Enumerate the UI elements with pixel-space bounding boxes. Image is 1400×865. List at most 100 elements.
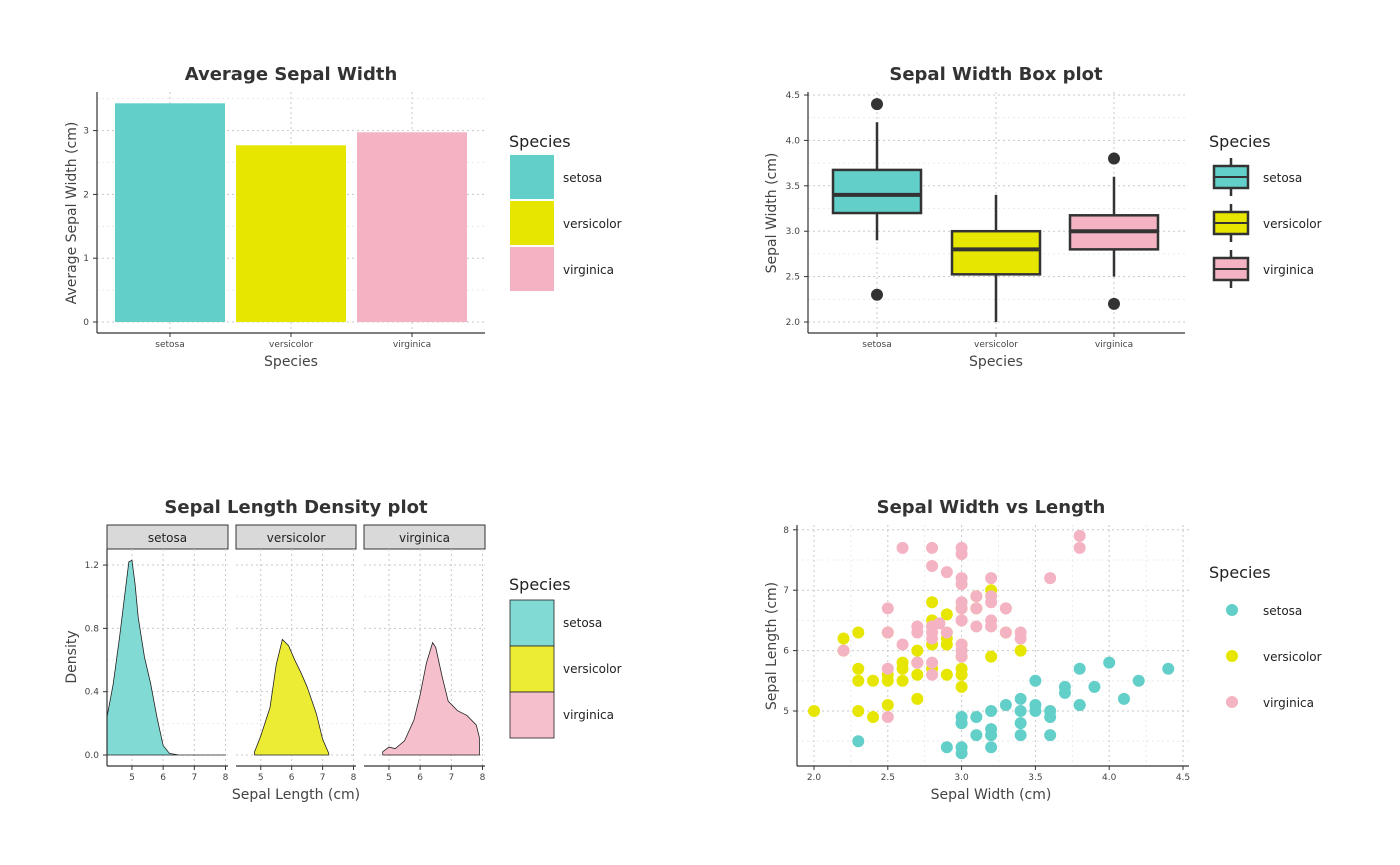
scatter-point-setosa	[1073, 698, 1086, 711]
scatter-point-virginica	[955, 602, 968, 615]
bar-panel: Average Sepal Width 0 1 2 3 setosa versicolor…	[64, 64, 622, 370]
scatter-point-setosa	[1117, 692, 1130, 705]
density-area-setosa	[106, 559, 226, 756]
scatter-point-versicolor	[896, 674, 909, 687]
density-strip-virginica	[363, 524, 486, 550]
box-legend-label-versicolor: versicolor	[1263, 217, 1322, 231]
scatter-point-setosa	[940, 741, 953, 754]
bar-x-tick-label: setosa	[155, 340, 184, 350]
scatter-point-versicolor	[881, 698, 894, 711]
density-x-tick-label: 6	[289, 773, 295, 783]
scatter-point-versicolor	[852, 674, 865, 687]
bar-legend-label-setosa: setosa	[563, 171, 602, 185]
box-y-tick-label: 3.5	[786, 182, 800, 192]
scatter-point-virginica	[970, 590, 983, 603]
scatter-point-versicolor	[1014, 644, 1027, 657]
density-y-tick-label: 0.8	[85, 624, 100, 634]
box-legend-label-virginica: virginica	[1263, 263, 1314, 277]
bar-y-tick-label: 0	[83, 318, 89, 328]
scatter-point-versicolor	[955, 680, 968, 693]
box-outlier-setosa	[871, 288, 883, 301]
scatter-y-tick-label: 6	[783, 647, 789, 657]
scatter-point-setosa	[1058, 686, 1071, 699]
scatter-legend-label-versicolor: versicolor	[1263, 650, 1322, 664]
scatter-point-setosa	[1162, 662, 1175, 675]
box-y-tick-label: 2.5	[786, 273, 800, 283]
scatter-point-versicolor	[867, 711, 880, 724]
scatter-y-tick-label: 5	[783, 707, 789, 717]
scatter-point-versicolor	[955, 662, 968, 675]
box-outlier-setosa	[871, 98, 883, 111]
bar-versicolor	[236, 145, 346, 322]
scatter-point-versicolor	[852, 626, 865, 639]
scatter-point-versicolor	[926, 596, 939, 609]
scatter-point-setosa	[970, 729, 983, 742]
density-x-tick-label: 8	[223, 773, 229, 783]
scatter-x-tick-label: 3.0	[954, 773, 969, 783]
bar-legend-key-versicolor	[510, 201, 554, 245]
density-x-tick-label: 6	[417, 773, 423, 783]
density-x-tick-label: 5	[129, 773, 135, 783]
scatter-point-virginica	[881, 626, 894, 639]
density-x-axis-title: Sepal Length (cm)	[232, 787, 360, 803]
scatter-point-versicolor	[940, 668, 953, 681]
density-x-tick-label: 8	[351, 773, 357, 783]
scatter-legend-label-virginica: virginica	[1263, 696, 1314, 710]
bar-legend-key-setosa	[510, 155, 554, 199]
density-x-tick-label: 8	[480, 773, 486, 783]
box-x-tick-label: versicolor	[974, 340, 1018, 350]
scatter-point-virginica	[1073, 541, 1086, 554]
box-marks	[831, 98, 1160, 322]
scatter-point-versicolor	[940, 608, 953, 621]
box-y-tick-label: 2.0	[786, 318, 801, 328]
bar-x-axis-title: Species	[264, 354, 318, 370]
box-legend: setosa versicolor virginica	[1212, 158, 1322, 288]
density-strip-label-versicolor: versicolor	[267, 531, 326, 545]
scatter-legend-key-setosa	[1226, 604, 1238, 616]
scatter-legend: setosa versicolor virginica	[1226, 604, 1322, 710]
scatter-point-setosa	[1073, 662, 1086, 675]
scatter-point-setosa	[1029, 674, 1042, 687]
scatter-point-virginica	[933, 617, 946, 630]
bar-y-axis-title: Average Sepal Width (cm)	[64, 122, 80, 305]
scatter-point-virginica	[940, 566, 953, 579]
density-strip-label-virginica: virginica	[399, 531, 450, 545]
scatter-point-virginica	[896, 638, 909, 651]
bar-legend-label-versicolor: versicolor	[563, 217, 622, 231]
scatter-legend-key-versicolor	[1226, 650, 1238, 662]
density-chart-title: Sepal Length Density plot	[164, 497, 428, 518]
box-outlier-virginica	[1108, 152, 1120, 165]
bar-y-tick-label: 1	[83, 254, 89, 264]
scatter-point-versicolor	[867, 674, 880, 687]
box-y-tick-label: 4.0	[786, 136, 801, 146]
scatter-point-virginica	[1073, 529, 1086, 542]
scatter-point-virginica	[896, 541, 909, 554]
box-legend-title: Species	[1209, 132, 1271, 151]
scatter-point-virginica	[970, 620, 983, 633]
box-y-tick-label: 3.0	[786, 227, 801, 237]
bar-legend-label-virginica: virginica	[563, 263, 614, 277]
density-legend-label-setosa: setosa	[563, 616, 602, 630]
scatter-marks	[808, 529, 1175, 760]
scatter-y-tick-label: 8	[783, 526, 789, 536]
bar-chart-title: Average Sepal Width	[185, 64, 398, 85]
scatter-point-virginica	[955, 650, 968, 663]
box-y-tick-label: 4.5	[786, 91, 800, 101]
scatter-x-tick-label: 2.0	[807, 773, 822, 783]
density-strip-versicolor	[235, 524, 357, 550]
scatter-point-virginica	[1044, 572, 1057, 585]
scatter-point-versicolor	[911, 668, 924, 681]
scatter-point-versicolor	[808, 705, 820, 717]
scatter-point-setosa	[1014, 692, 1027, 705]
scatter-point-virginica	[1014, 632, 1027, 645]
density-y-tick-label: 0.0	[85, 751, 100, 761]
density-panel: Sepal Length Density plot setosa 5 6 7 8 vers…	[64, 497, 622, 803]
scatter-point-versicolor	[881, 674, 894, 687]
density-legend-key-virginica	[509, 691, 555, 739]
scatter-legend-title: Species	[1209, 563, 1271, 582]
scatter-chart-title: Sepal Width vs Length	[877, 497, 1106, 518]
scatter-y-axis-title: Sepal Length (cm)	[764, 582, 780, 710]
scatter-point-versicolor	[985, 650, 998, 663]
scatter-x-tick-label: 2.5	[881, 773, 895, 783]
